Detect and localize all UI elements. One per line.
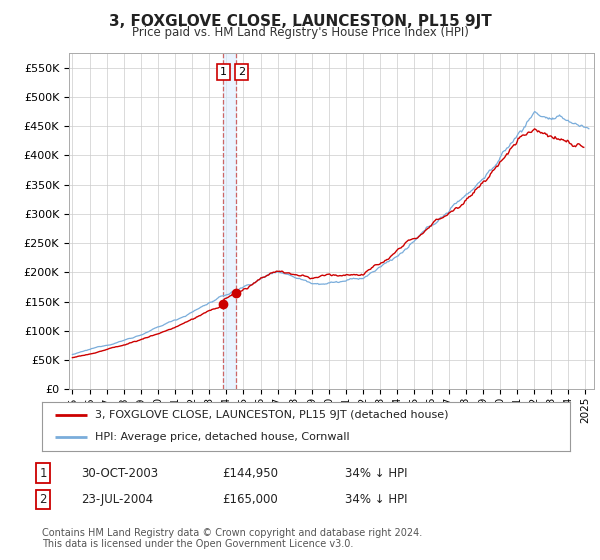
Text: £144,950: £144,950 xyxy=(222,466,278,480)
Text: 2: 2 xyxy=(238,67,245,77)
Text: Price paid vs. HM Land Registry's House Price Index (HPI): Price paid vs. HM Land Registry's House … xyxy=(131,26,469,39)
Text: 3, FOXGLOVE CLOSE, LAUNCESTON, PL15 9JT (detached house): 3, FOXGLOVE CLOSE, LAUNCESTON, PL15 9JT … xyxy=(95,410,448,420)
Text: 1: 1 xyxy=(220,67,227,77)
Text: 34% ↓ HPI: 34% ↓ HPI xyxy=(345,493,407,506)
Text: 23-JUL-2004: 23-JUL-2004 xyxy=(81,493,153,506)
Text: 2: 2 xyxy=(40,493,47,506)
Text: £165,000: £165,000 xyxy=(222,493,278,506)
Text: 30-OCT-2003: 30-OCT-2003 xyxy=(81,466,158,480)
Text: HPI: Average price, detached house, Cornwall: HPI: Average price, detached house, Corn… xyxy=(95,432,349,442)
Text: 1: 1 xyxy=(40,466,47,480)
Text: Contains HM Land Registry data © Crown copyright and database right 2024.
This d: Contains HM Land Registry data © Crown c… xyxy=(42,528,422,549)
Bar xyxy=(223,53,236,389)
Text: 3, FOXGLOVE CLOSE, LAUNCESTON, PL15 9JT: 3, FOXGLOVE CLOSE, LAUNCESTON, PL15 9JT xyxy=(109,14,491,29)
Text: 34% ↓ HPI: 34% ↓ HPI xyxy=(345,466,407,480)
